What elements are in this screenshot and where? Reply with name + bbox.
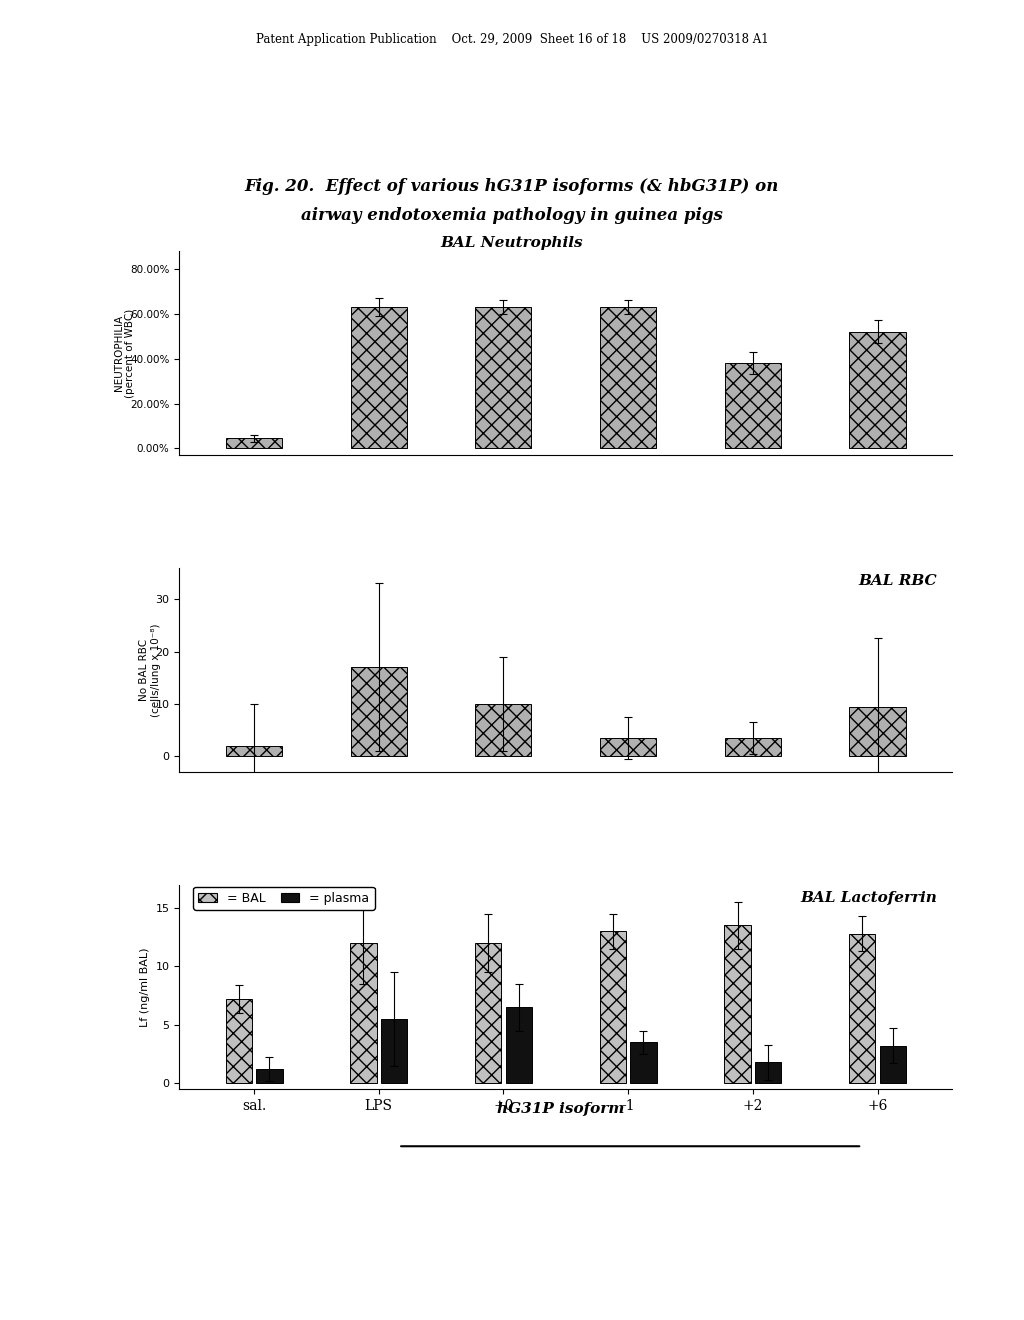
Bar bbox=[225, 999, 252, 1084]
Bar bbox=[475, 308, 531, 449]
Bar bbox=[850, 331, 905, 449]
Bar bbox=[849, 933, 876, 1084]
Legend: = BAL, = plasma: = BAL, = plasma bbox=[194, 887, 375, 909]
Bar bbox=[381, 1019, 408, 1084]
Bar bbox=[724, 925, 751, 1084]
Bar bbox=[880, 1045, 906, 1084]
Bar bbox=[226, 746, 282, 756]
Bar bbox=[850, 706, 905, 756]
Text: BAL Lactoferrin: BAL Lactoferrin bbox=[800, 891, 937, 904]
Bar bbox=[350, 308, 407, 449]
Bar bbox=[226, 438, 282, 449]
Bar bbox=[630, 1043, 656, 1084]
Text: BAL RBC: BAL RBC bbox=[858, 574, 937, 587]
Text: BAL Neutrophils: BAL Neutrophils bbox=[440, 236, 584, 251]
Bar bbox=[350, 942, 377, 1084]
Text: Fig. 20.  Effect of various hG31P isoforms (& hbG31P) on: Fig. 20. Effect of various hG31P isoform… bbox=[245, 178, 779, 195]
Bar bbox=[600, 932, 626, 1084]
Bar bbox=[755, 1063, 781, 1084]
Bar bbox=[600, 308, 656, 449]
Bar bbox=[475, 942, 502, 1084]
Y-axis label: NEUTROPHILIA
(percent of WBC): NEUTROPHILIA (percent of WBC) bbox=[114, 309, 135, 397]
Y-axis label: Lf (ng/ml BAL): Lf (ng/ml BAL) bbox=[140, 946, 150, 1027]
Bar bbox=[725, 738, 781, 756]
Y-axis label: No BAL RBC
(cells/lung x 10⁻⁸): No BAL RBC (cells/lung x 10⁻⁸) bbox=[139, 623, 161, 717]
Bar bbox=[725, 363, 781, 449]
Bar bbox=[475, 704, 531, 756]
Text: hG31P isoform: hG31P isoform bbox=[498, 1102, 625, 1117]
Bar bbox=[350, 668, 407, 756]
Bar bbox=[506, 1007, 531, 1084]
Bar bbox=[256, 1069, 283, 1084]
Bar bbox=[600, 738, 656, 756]
Text: Patent Application Publication    Oct. 29, 2009  Sheet 16 of 18    US 2009/02703: Patent Application Publication Oct. 29, … bbox=[256, 33, 768, 46]
Text: airway endotoxemia pathology in guinea pigs: airway endotoxemia pathology in guinea p… bbox=[301, 207, 723, 224]
